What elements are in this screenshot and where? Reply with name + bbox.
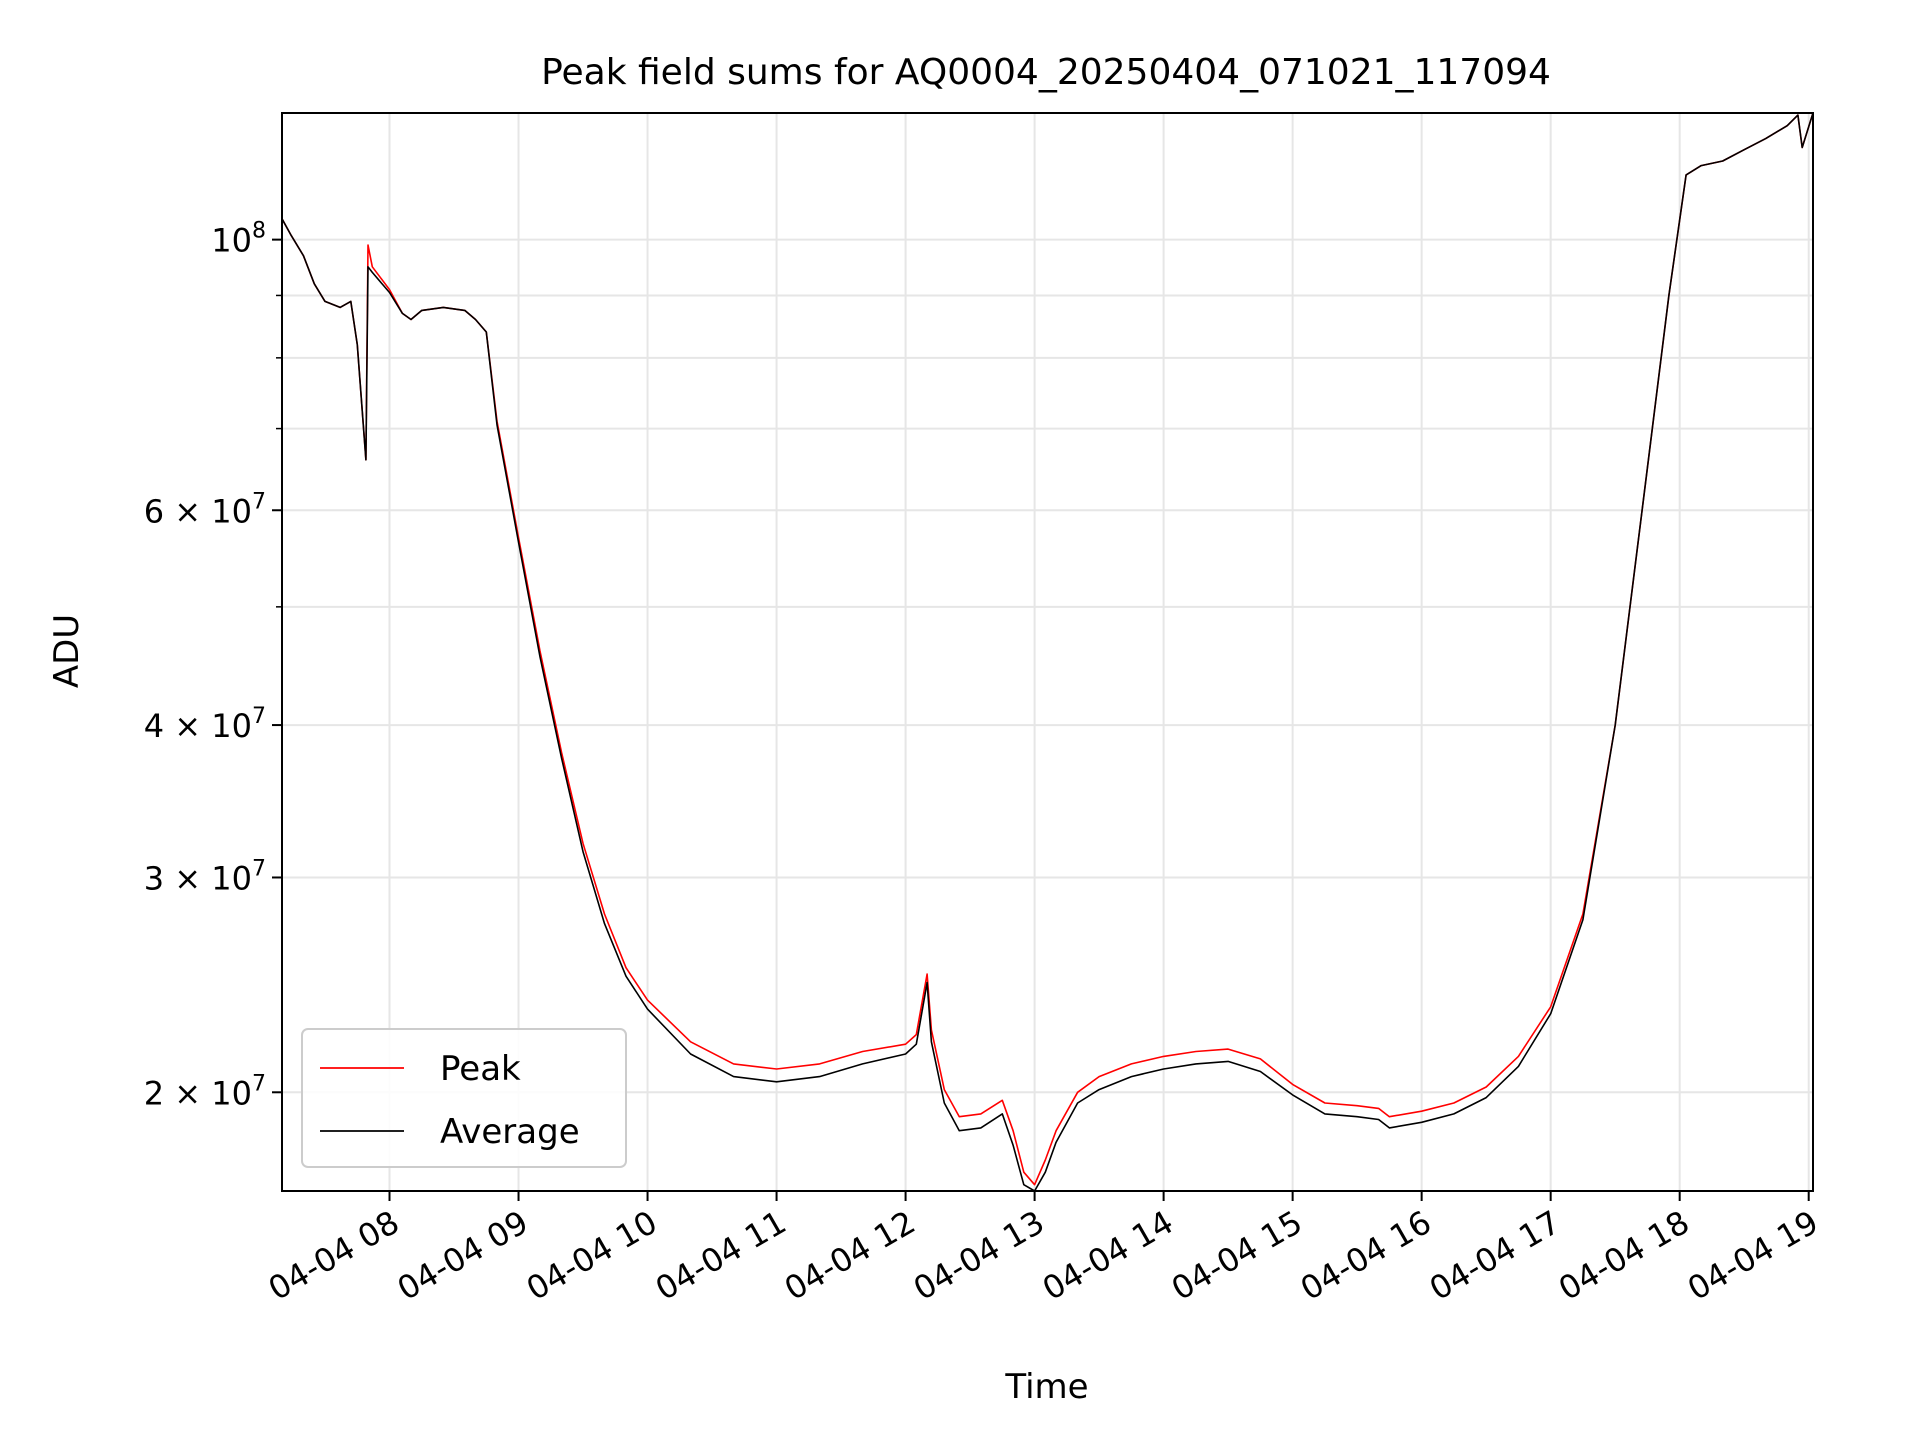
y-tick-label: 2 × 107 <box>144 1071 266 1112</box>
chart-title: Peak field sums for AQ0004_20250404_0710… <box>541 52 1551 93</box>
legend-box <box>301 1028 627 1168</box>
y-tick-label: 108 <box>211 219 266 260</box>
legend-label-peak: Peak <box>440 1049 521 1089</box>
plot-area-frame <box>281 112 1814 1192</box>
series-line-average <box>282 113 1813 1191</box>
x-axis-label: Time <box>1004 1367 1088 1407</box>
legend: Peak Average <box>301 1028 627 1168</box>
legend-label-average: Average <box>440 1112 580 1152</box>
grid <box>282 113 1813 1191</box>
plot-lines <box>282 113 1813 1191</box>
y-tick-label: 3 × 107 <box>144 856 266 897</box>
y-axis-label: ADU <box>47 614 87 688</box>
y-tick-label: 6 × 107 <box>144 489 266 530</box>
y-tick-label: 4 × 107 <box>144 704 266 745</box>
y-axis-ticks: 2 × 107 3 × 107 4 × 107 6 × 107 108 <box>144 219 282 1112</box>
